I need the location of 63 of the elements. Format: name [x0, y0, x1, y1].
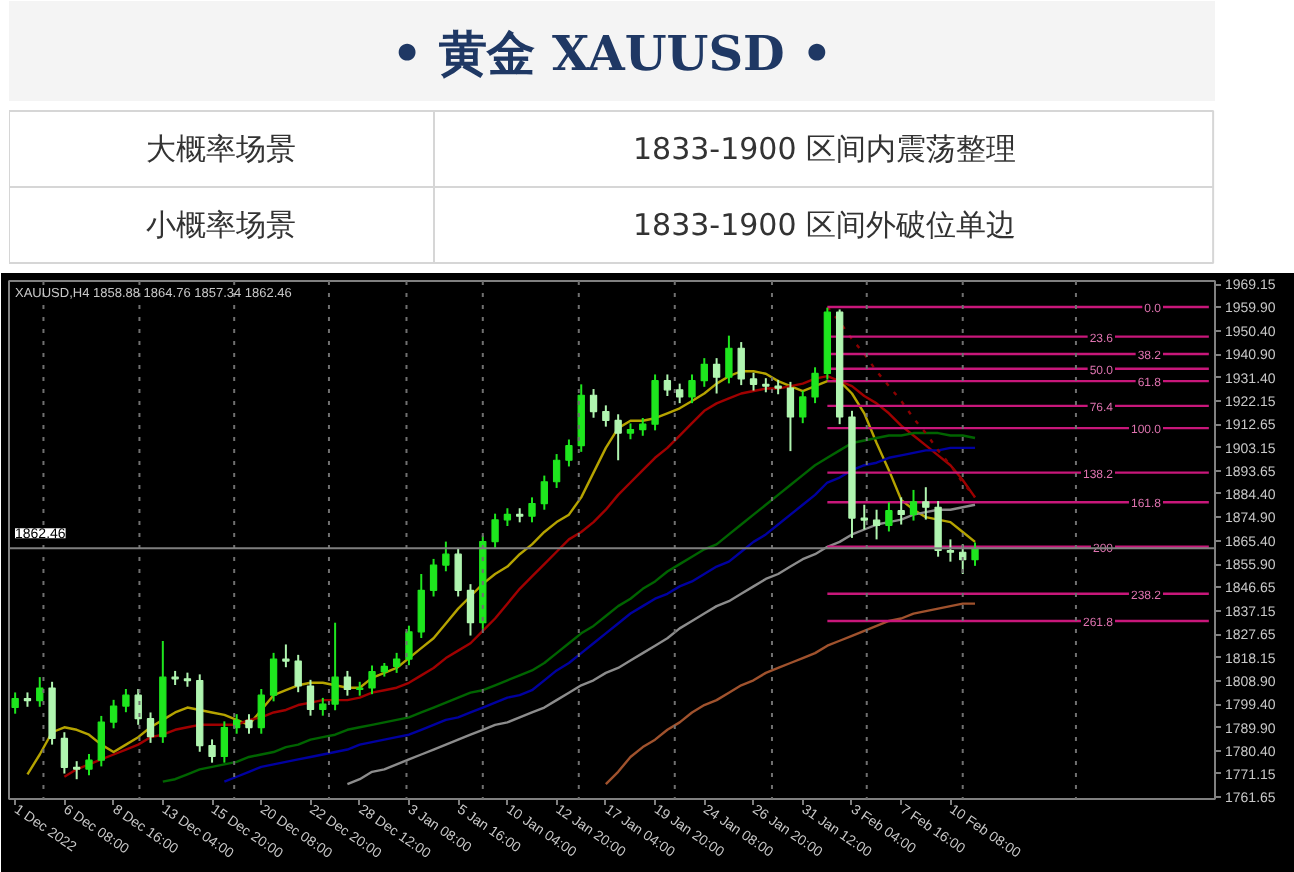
candlestick — [306, 678, 315, 717]
text: 1833-1900 区间内震荡整理 — [632, 131, 1017, 167]
candlestick — [60, 731, 69, 775]
candlestick — [11, 691, 19, 715]
candlestick — [799, 389, 807, 425]
candlestick — [85, 753, 93, 777]
candlestick — [946, 538, 955, 563]
candlestick — [368, 664, 376, 696]
candlestick — [565, 438, 573, 468]
candlestick — [885, 501, 893, 533]
text: 1833-1900 区间外破位单边 — [632, 207, 1017, 243]
candlestick — [922, 486, 930, 521]
line-series — [826, 305, 977, 499]
candlestick — [429, 557, 438, 598]
candlestick — [146, 711, 155, 744]
candlestick — [540, 474, 548, 511]
candlestick — [109, 698, 118, 730]
line-series — [604, 602, 977, 786]
candlestick — [282, 643, 290, 669]
candlestick — [651, 373, 659, 432]
line-series — [346, 503, 977, 786]
candlestick — [73, 760, 81, 781]
candlestick — [688, 373, 696, 405]
candlestick — [122, 687, 130, 714]
candlestick — [676, 382, 684, 405]
candlestick — [909, 488, 918, 522]
candlestick — [294, 653, 302, 694]
text: 大概率场景 — [146, 131, 297, 167]
candlestick — [343, 669, 352, 697]
candlestick — [208, 738, 216, 764]
candlestick — [245, 713, 253, 735]
candlestick — [36, 676, 44, 708]
candlestick — [417, 573, 425, 640]
candlestick — [860, 503, 868, 531]
candlestick — [897, 496, 905, 526]
candlestick — [725, 334, 733, 385]
candlestick — [712, 357, 721, 395]
candlestick — [97, 714, 105, 768]
candlestick — [663, 373, 672, 397]
candlestick — [614, 413, 622, 462]
candlestick — [786, 380, 795, 453]
candlestick — [971, 541, 979, 567]
candlestick — [589, 388, 598, 419]
candlestick — [442, 540, 450, 573]
candlestick — [700, 357, 708, 388]
candlestick — [811, 366, 819, 405]
candlestick — [392, 651, 401, 674]
candlestick — [602, 404, 610, 428]
candlestick — [466, 583, 475, 637]
candlestick — [405, 624, 413, 667]
candlestick — [220, 720, 229, 764]
candlestick — [454, 547, 462, 598]
candlestick — [331, 621, 339, 712]
candlestick — [528, 496, 536, 524]
candlestick — [737, 341, 745, 387]
candlestick — [552, 453, 561, 489]
candlestick — [872, 508, 881, 541]
candlestick — [491, 512, 499, 549]
candlestick — [934, 500, 942, 558]
text: 小概率场景 — [146, 207, 297, 243]
candlestick — [269, 651, 278, 703]
candlestick — [257, 687, 265, 735]
chart-title: • 黄金 XAUUSD • — [391, 24, 833, 82]
